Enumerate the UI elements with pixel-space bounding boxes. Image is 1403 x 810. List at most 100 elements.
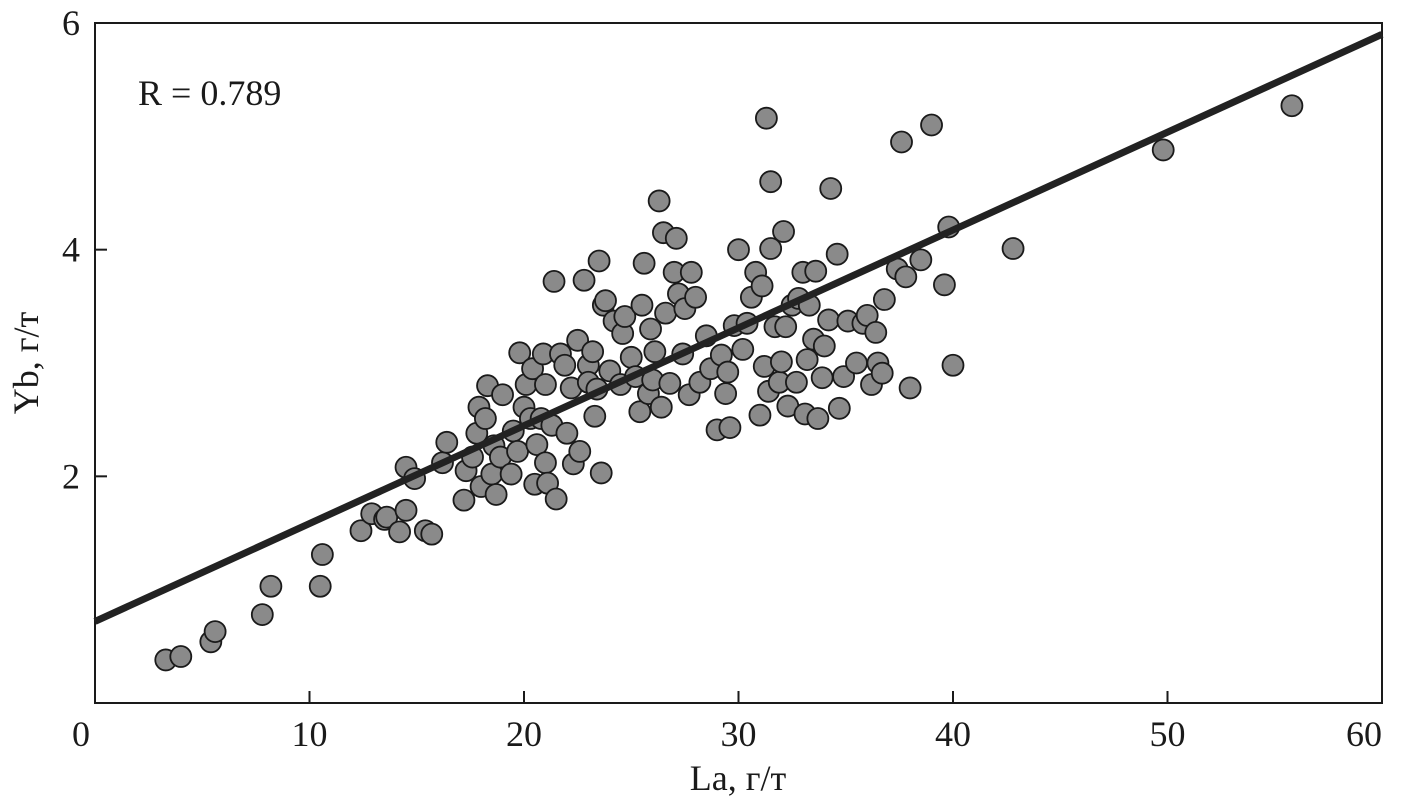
data-point	[664, 226, 688, 250]
data-point	[420, 522, 444, 546]
data-point	[491, 383, 514, 407]
x-tick-label: 0	[72, 714, 90, 754]
data-point	[589, 461, 613, 485]
data-point	[731, 337, 755, 361]
data-point	[619, 345, 643, 369]
data-point	[544, 487, 568, 511]
data-point	[941, 353, 965, 377]
data-point	[250, 603, 274, 626]
x-tick-label: 50	[1150, 714, 1186, 754]
y-tick-label: 4	[62, 230, 80, 270]
data-point	[1001, 237, 1025, 260]
data-point	[870, 361, 894, 385]
data-point	[933, 273, 956, 297]
data-point	[484, 483, 508, 506]
data-point	[759, 170, 783, 194]
data-point	[718, 416, 742, 440]
x-tick-label: 30	[721, 714, 757, 754]
data-point	[772, 220, 795, 243]
data-point	[1280, 94, 1304, 118]
data-point	[812, 334, 836, 358]
data-point	[647, 189, 671, 213]
data-point	[750, 274, 774, 298]
data-point	[394, 498, 418, 522]
data-point	[804, 259, 828, 283]
data-point	[308, 574, 332, 598]
y-tick-label: 2	[62, 456, 80, 496]
data-points	[154, 94, 1304, 672]
x-ticks: 0 10 20 30 40 50 60	[72, 691, 1383, 754]
data-point	[566, 328, 590, 352]
x-axis-label: La, г/т	[690, 758, 787, 798]
y-ticks: 2 4 6	[62, 3, 107, 496]
data-point	[499, 462, 523, 486]
data-point	[819, 177, 843, 200]
data-point	[632, 251, 656, 275]
data-point	[594, 289, 617, 313]
x-tick-label: 10	[292, 714, 328, 754]
x-tick-label: 40	[935, 714, 971, 754]
data-point	[525, 433, 549, 457]
data-point	[568, 439, 592, 463]
data-point	[770, 350, 793, 374]
y-tick-label: 6	[62, 3, 80, 43]
y-axis-label: Yb, г/т	[6, 311, 46, 414]
data-point	[894, 265, 918, 289]
data-point	[684, 285, 707, 309]
data-point	[679, 260, 703, 284]
data-point	[542, 269, 566, 293]
data-point	[898, 376, 922, 400]
data-point	[553, 353, 577, 377]
data-point	[581, 340, 605, 364]
data-point	[825, 242, 849, 266]
data-point	[716, 360, 740, 384]
data-point	[349, 519, 373, 543]
data-point	[587, 249, 611, 273]
data-point	[827, 396, 851, 420]
data-point	[643, 340, 667, 364]
data-point	[613, 305, 637, 328]
data-point	[310, 543, 334, 566]
data-point	[169, 645, 193, 668]
correlation-annotation: R = 0.789	[138, 73, 281, 113]
data-point	[654, 301, 677, 325]
data-point	[583, 404, 607, 428]
data-point	[909, 248, 933, 272]
data-point	[452, 488, 476, 512]
data-point	[473, 407, 497, 430]
data-point	[864, 320, 888, 344]
data-point	[872, 288, 896, 311]
x-tick-label: 60	[1346, 714, 1382, 754]
data-point	[658, 371, 682, 395]
data-point	[890, 130, 913, 154]
data-point	[506, 439, 529, 463]
data-point	[259, 574, 283, 598]
data-point	[572, 268, 596, 292]
data-point	[806, 407, 830, 430]
regression-line	[93, 31, 1384, 625]
data-point	[795, 348, 819, 372]
data-point	[920, 113, 943, 137]
data-point	[534, 451, 557, 475]
data-point	[810, 366, 834, 390]
data-point	[628, 400, 652, 424]
data-point	[817, 308, 840, 332]
data-point	[727, 238, 750, 262]
data-point	[388, 520, 411, 544]
data-point	[435, 430, 459, 454]
data-point	[1151, 138, 1175, 162]
data-point	[785, 370, 808, 394]
data-point	[555, 421, 579, 445]
data-point	[845, 351, 868, 375]
data-point	[203, 620, 227, 643]
data-point	[759, 237, 783, 260]
data-point	[639, 317, 662, 341]
data-point	[748, 403, 772, 427]
data-point	[754, 106, 778, 130]
data-point	[714, 382, 738, 406]
data-point	[534, 373, 557, 396]
x-tick-label: 20	[506, 714, 542, 754]
data-point	[649, 395, 673, 419]
